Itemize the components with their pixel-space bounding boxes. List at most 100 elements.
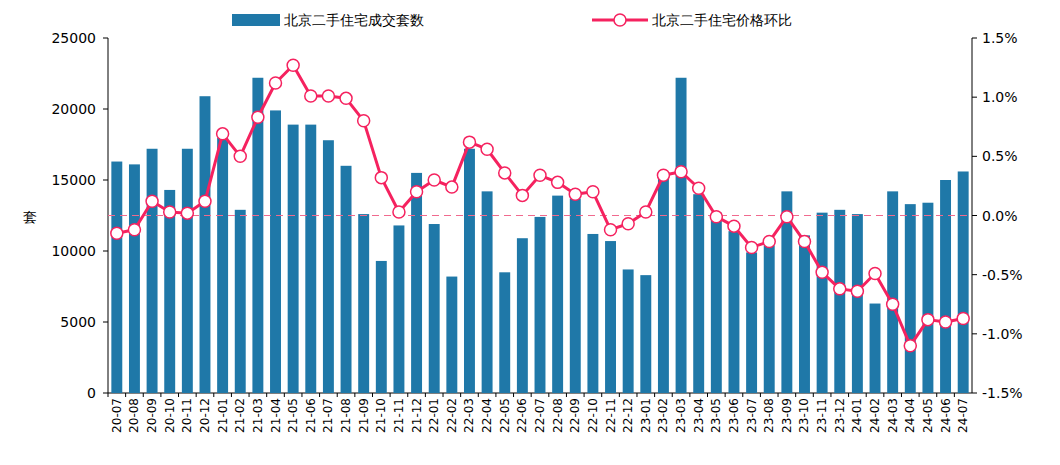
bar [728,231,739,393]
x-tick-label: 22-11 [604,398,618,433]
x-tick-label: 21-05 [286,398,300,433]
y-tick-label: 25000 [51,30,96,46]
x-tick-label: 24-07 [956,398,970,433]
x-tick-label: 22-08 [551,398,565,433]
line-marker [270,77,282,89]
bar [817,213,828,393]
x-tick [213,393,214,397]
x-tick-label: 24-03 [886,398,900,433]
x-tick-label: 22-04 [480,398,494,433]
x-tick [848,393,849,397]
x-tick-label: 21-03 [251,398,265,433]
y2-tick [972,38,977,39]
x-tick [654,393,655,397]
x-tick-label: 22-02 [445,398,459,433]
baseline [108,215,972,216]
x-tick-label: 24-04 [903,398,917,433]
x-tick [531,393,532,397]
y-tick-label: 5000 [60,314,96,330]
line-marker [746,241,758,253]
y2-tick-label: 0.5% [982,148,1018,164]
x-tick [566,393,567,397]
y2-tick [972,274,977,275]
bar [746,252,757,393]
y2-tick [972,215,977,216]
bar [482,191,493,393]
x-tick [495,393,496,397]
y-tick [103,38,108,39]
x-tick-label: 22-03 [462,398,476,433]
x-tick [390,393,391,397]
x-tick [601,393,602,397]
line-marker [940,316,952,328]
legend-swatch [232,14,280,26]
line-marker [675,166,687,178]
bar [111,162,122,393]
x-tick-label: 23-06 [727,398,741,433]
line-marker [499,167,511,179]
bar [658,179,669,393]
bar [887,191,898,393]
x-tick-label: 21-09 [357,398,371,433]
y2-tick-label: 1.0% [982,89,1018,105]
x-tick [425,393,426,397]
x-tick-label: 21-07 [321,398,335,433]
x-tick [319,393,320,397]
x-tick [266,393,267,397]
bar [182,149,193,393]
line-marker [816,266,828,278]
bar [376,261,387,393]
line [117,65,963,345]
bar [358,214,369,393]
x-tick [178,393,179,397]
bar [446,277,457,393]
line-marker [552,176,564,188]
bar [711,213,722,393]
x-tick-label: 23-08 [762,398,776,433]
x-tick [830,393,831,397]
bar [799,235,810,393]
x-tick-label: 20-11 [180,398,194,433]
x-tick-label: 22-10 [586,398,600,433]
x-tick [725,393,726,397]
line-marker [481,143,493,155]
y-tick-label: 10000 [51,243,96,259]
legend-marker [614,14,626,26]
y2-tick [972,333,977,334]
line-marker [887,298,899,310]
x-tick-label: 21-06 [304,398,318,433]
line-marker [605,224,617,236]
line-marker [693,182,705,194]
line-marker [587,186,599,198]
plot-marks [108,59,972,393]
bar [605,241,616,393]
y2-tick [972,156,977,157]
bar [288,125,299,393]
x-tick [125,393,126,397]
bar [429,224,440,393]
line-marker [851,285,863,297]
line-marker [869,267,881,279]
x-tick [443,393,444,397]
x-tick-label: 23-07 [745,398,759,433]
x-tick-label: 21-02 [233,398,247,433]
x-tick [883,393,884,397]
bar [235,210,246,393]
line-marker [657,169,669,181]
bar [164,190,175,393]
x-tick-label: 24-06 [939,398,953,433]
y2-tick-label: 1.5% [982,30,1018,46]
x-tick [143,393,144,397]
bar [323,140,334,393]
x-tick-label: 20-10 [163,398,177,433]
bar [958,171,969,393]
x-tick-label: 22-05 [498,398,512,433]
x-tick [160,393,161,397]
x-tick [337,393,338,397]
line-marker [622,218,634,230]
bar [270,110,281,393]
line-marker [922,314,934,326]
x-tick [231,393,232,397]
bar [305,125,316,393]
y-tick [103,109,108,110]
